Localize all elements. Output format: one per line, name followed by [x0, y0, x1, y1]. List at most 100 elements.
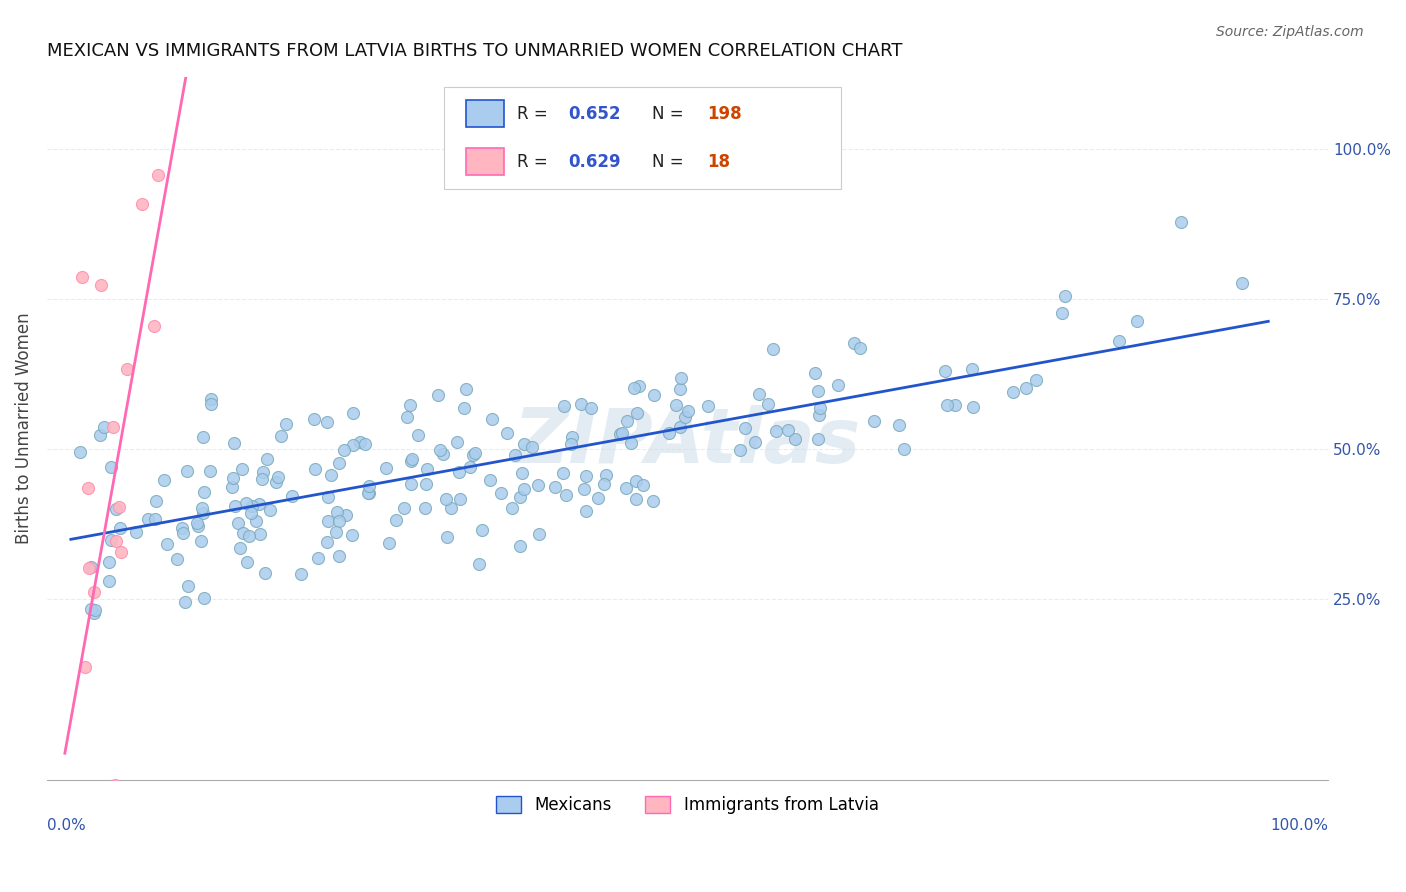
Text: 0.0%: 0.0% [46, 818, 86, 833]
Point [432, 447, 454, 461]
Point [193, 429, 215, 443]
Point [616, 413, 638, 427]
Point [665, 398, 688, 412]
Point [399, 398, 422, 412]
Point [340, 528, 363, 542]
Point [509, 539, 531, 553]
Point [136, 511, 159, 525]
Point [142, 318, 165, 333]
Point [166, 551, 188, 566]
Point [240, 499, 263, 513]
Point [191, 500, 214, 515]
Point [588, 491, 610, 506]
Point [641, 494, 664, 508]
Point [561, 430, 583, 444]
Point [250, 472, 273, 486]
Point [810, 401, 832, 415]
Point [468, 558, 491, 572]
Point [1053, 289, 1076, 303]
Point [104, 778, 127, 792]
Point [631, 478, 654, 492]
Point [510, 466, 533, 480]
Point [281, 490, 304, 504]
Point [1170, 215, 1192, 229]
Point [354, 436, 377, 450]
Point [105, 501, 128, 516]
Point [100, 460, 122, 475]
Point [79, 561, 101, 575]
Bar [465, 148, 505, 175]
Point [238, 529, 260, 543]
Point [401, 451, 423, 466]
Point [610, 426, 633, 441]
Point [575, 468, 598, 483]
Point [93, 420, 115, 434]
Point [436, 530, 458, 544]
Point [669, 420, 692, 434]
Point [103, 420, 125, 434]
Point [449, 465, 471, 479]
Point [146, 168, 169, 182]
Text: Source: ZipAtlas.com: Source: ZipAtlas.com [1216, 25, 1364, 39]
Point [543, 481, 565, 495]
Point [318, 490, 340, 504]
Point [104, 534, 127, 549]
Point [342, 406, 364, 420]
Point [186, 516, 208, 531]
Point [90, 277, 112, 292]
Point [449, 491, 471, 506]
Point [626, 491, 648, 506]
Legend: Mexicans, Immigrants from Latvia: Mexicans, Immigrants from Latvia [489, 789, 886, 821]
Point [785, 432, 807, 446]
Point [526, 478, 548, 492]
Point [658, 425, 681, 440]
Point [357, 486, 380, 500]
Point [748, 387, 770, 401]
Point [429, 442, 451, 457]
Point [756, 397, 779, 411]
Point [1015, 381, 1038, 395]
Point [495, 426, 517, 441]
Point [893, 442, 915, 456]
Point [100, 533, 122, 548]
Point [170, 521, 193, 535]
Point [174, 594, 197, 608]
Point [553, 399, 575, 413]
Point [503, 448, 526, 462]
Point [808, 408, 831, 422]
Point [696, 399, 718, 413]
Point [1230, 277, 1253, 291]
Point [302, 412, 325, 426]
Point [359, 479, 381, 493]
Point [593, 477, 616, 491]
Point [479, 473, 502, 487]
Point [415, 476, 437, 491]
Point [804, 366, 827, 380]
Point [98, 555, 121, 569]
Point [304, 462, 326, 476]
Point [623, 380, 645, 394]
Point [1002, 384, 1025, 399]
Point [734, 421, 756, 435]
Point [551, 466, 574, 480]
Point [1052, 305, 1074, 319]
Point [762, 342, 785, 356]
Point [513, 482, 536, 496]
Point [765, 424, 787, 438]
Point [177, 579, 200, 593]
Point [1108, 334, 1130, 349]
Point [671, 371, 693, 385]
Point [328, 549, 350, 564]
Point [153, 473, 176, 487]
Point [513, 436, 536, 450]
Point [394, 501, 416, 516]
Point [962, 362, 984, 376]
Point [464, 446, 486, 460]
Point [620, 435, 643, 450]
Point [108, 521, 131, 535]
Text: MEXICAN VS IMMIGRANTS FROM LATVIA BIRTHS TO UNMARRIED WOMEN CORRELATION CHART: MEXICAN VS IMMIGRANTS FROM LATVIA BIRTHS… [46, 42, 903, 60]
Point [89, 428, 111, 442]
Point [110, 545, 132, 559]
FancyBboxPatch shape [444, 87, 841, 189]
Point [333, 442, 356, 457]
